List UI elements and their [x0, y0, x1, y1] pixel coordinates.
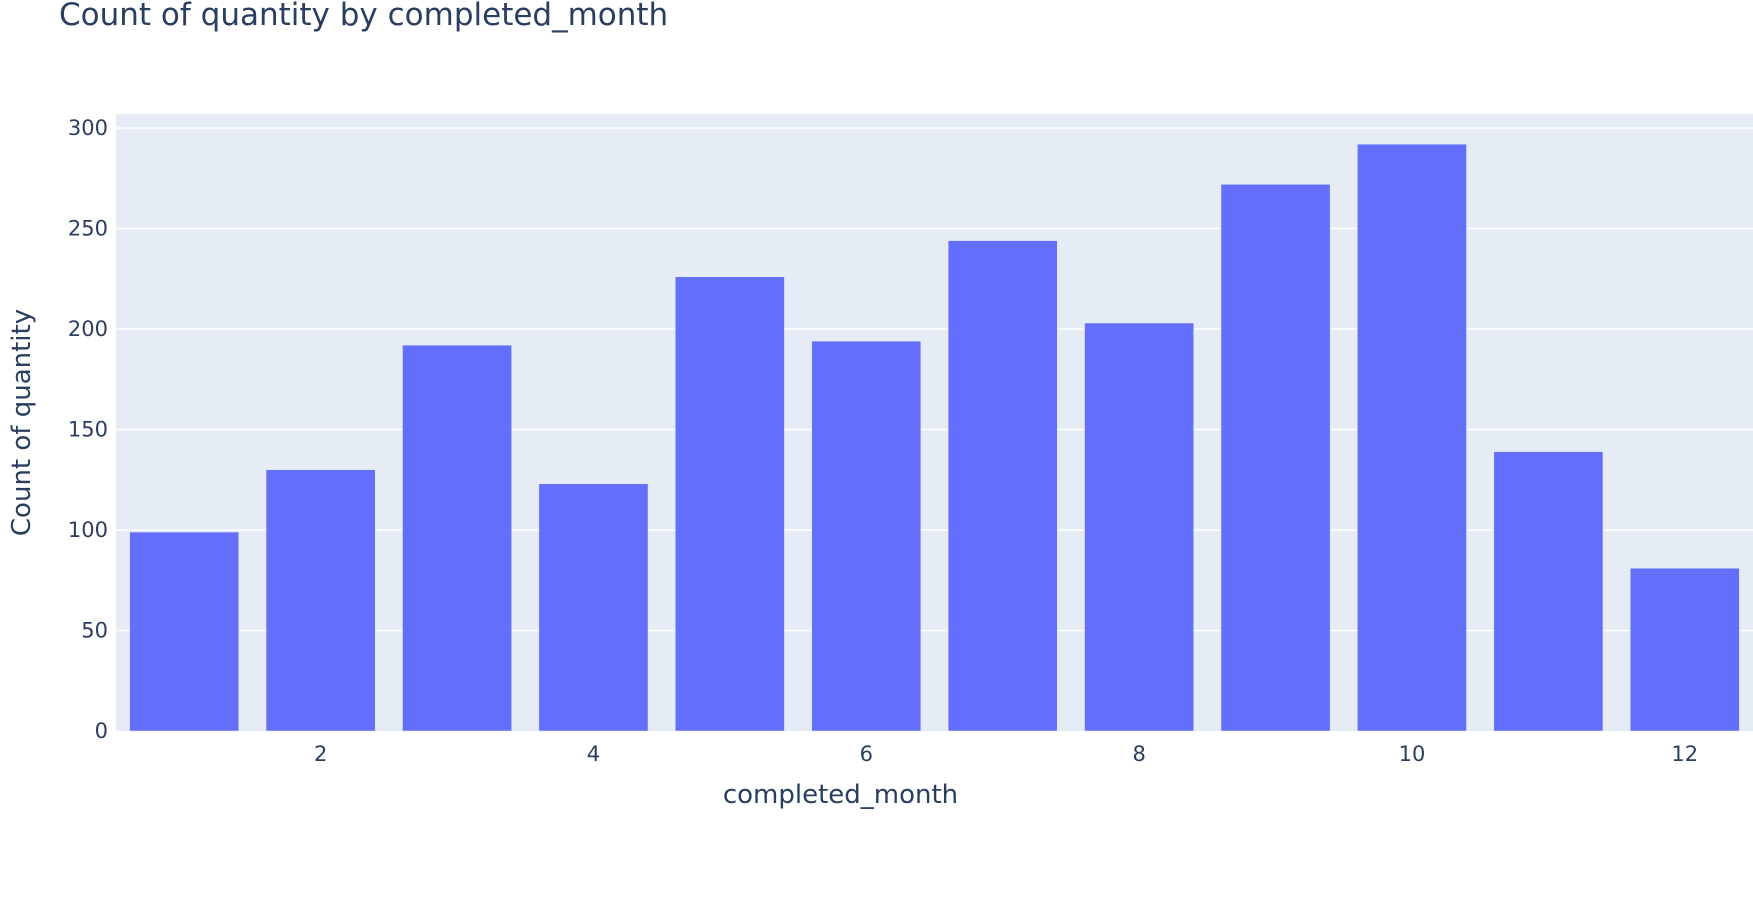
bar-month-11[interactable] — [1493, 451, 1604, 732]
x-tick-label: 8 — [1132, 742, 1145, 766]
bars — [129, 143, 1740, 732]
x-tick-label: 12 — [1671, 742, 1698, 766]
bar-month-7[interactable] — [947, 240, 1058, 732]
x-axis-title: completed_month — [723, 780, 958, 810]
x-tick-label: 2 — [314, 742, 327, 766]
plot-area — [116, 114, 1753, 731]
chart-title: Count of quantity by completed_month — [59, 0, 668, 33]
bar-month-2[interactable] — [265, 469, 376, 732]
y-tick-label: 0 — [95, 719, 108, 743]
bar-month-9[interactable] — [1220, 184, 1331, 732]
bar-month-4[interactable] — [538, 483, 649, 732]
y-tick-label: 200 — [68, 317, 108, 341]
bar-month-1[interactable] — [129, 531, 240, 732]
bar-month-10[interactable] — [1357, 143, 1467, 732]
y-axis-title: Count of quantity — [7, 309, 37, 536]
x-tick-label: 6 — [860, 742, 873, 766]
y-axis-ticks: 0 50 100 150 200 250 300 — [68, 116, 108, 743]
x-tick-label: 4 — [587, 742, 600, 766]
bar-month-8[interactable] — [1084, 322, 1194, 732]
y-tick-label: 250 — [68, 217, 108, 241]
x-tick-label: 10 — [1399, 742, 1426, 766]
y-tick-label: 50 — [81, 619, 108, 643]
x-axis-ticks: 2 4 6 8 10 12 — [314, 742, 1698, 766]
bar-month-5[interactable] — [675, 276, 785, 732]
grid-lines — [116, 127, 1753, 632]
y-tick-label: 100 — [68, 518, 108, 542]
y-tick-label: 150 — [68, 418, 108, 442]
bar-month-3[interactable] — [402, 344, 512, 732]
y-tick-label: 300 — [68, 116, 108, 140]
bar-month-12[interactable] — [1629, 567, 1740, 732]
bar-month-6[interactable] — [811, 340, 922, 732]
